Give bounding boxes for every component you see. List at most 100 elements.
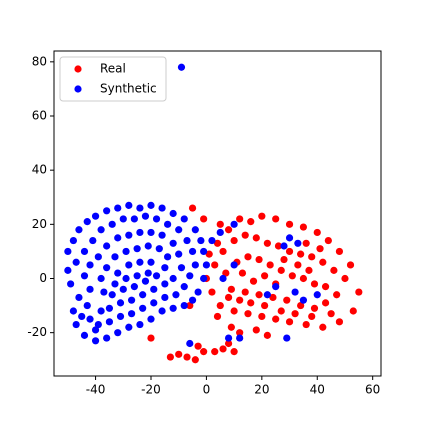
point	[164, 220, 172, 228]
point	[321, 283, 330, 291]
y-tick-label: 80	[32, 54, 47, 68]
point	[186, 339, 194, 348]
point	[261, 301, 269, 310]
point	[64, 247, 72, 256]
point	[200, 348, 208, 356]
point	[180, 215, 188, 223]
point	[200, 215, 208, 223]
point	[313, 291, 321, 299]
point	[211, 261, 219, 269]
point	[319, 323, 327, 331]
point	[122, 274, 130, 283]
point	[272, 315, 280, 323]
point	[103, 242, 111, 250]
point	[69, 307, 77, 315]
point	[310, 304, 319, 312]
point	[103, 264, 111, 272]
point	[161, 280, 169, 288]
point	[139, 291, 147, 299]
point	[175, 226, 183, 234]
point	[255, 291, 263, 299]
y-tick-label: 40	[32, 163, 47, 177]
point	[219, 345, 227, 353]
point	[177, 264, 186, 272]
point	[111, 253, 119, 261]
point	[166, 353, 174, 361]
point	[188, 204, 197, 212]
point	[150, 299, 158, 307]
point	[186, 301, 194, 310]
point	[227, 323, 235, 331]
y-tick-label: 20	[32, 217, 47, 231]
point	[252, 234, 260, 242]
point	[277, 266, 285, 274]
point	[302, 239, 310, 247]
point	[172, 291, 180, 299]
point	[94, 320, 102, 329]
point	[75, 226, 83, 234]
point	[261, 272, 269, 280]
point	[136, 228, 144, 237]
legend-marker	[74, 65, 82, 73]
point	[236, 215, 244, 223]
point	[177, 63, 186, 71]
point	[136, 258, 144, 266]
point	[255, 255, 263, 264]
axes-frame	[53, 50, 382, 377]
point	[213, 239, 222, 247]
point	[130, 283, 138, 291]
point	[94, 253, 102, 261]
point	[310, 280, 319, 288]
point	[297, 301, 305, 310]
point	[266, 261, 274, 269]
point	[327, 310, 335, 318]
point	[211, 348, 219, 356]
point	[297, 250, 305, 258]
point	[103, 207, 111, 215]
point	[119, 215, 127, 223]
plot-area	[64, 63, 363, 364]
point	[263, 331, 271, 339]
point	[230, 348, 238, 356]
point	[194, 288, 202, 296]
point	[236, 329, 244, 337]
point	[283, 296, 291, 304]
point	[103, 334, 111, 342]
point	[169, 209, 177, 218]
x-tick-label: 0	[203, 383, 211, 397]
point	[158, 204, 166, 212]
point	[152, 215, 161, 223]
point	[161, 293, 169, 302]
point	[216, 220, 224, 228]
point	[216, 301, 224, 310]
point	[147, 258, 155, 266]
point	[247, 299, 255, 307]
point	[114, 269, 122, 277]
point	[89, 236, 97, 245]
point	[280, 242, 288, 250]
point	[285, 234, 294, 242]
point	[285, 247, 294, 256]
point	[247, 218, 255, 226]
point	[122, 247, 130, 256]
point	[224, 226, 233, 234]
point	[294, 239, 302, 247]
point	[83, 218, 91, 226]
x-tick-label: 40	[310, 383, 325, 397]
point	[308, 312, 316, 321]
point	[241, 288, 249, 296]
point	[227, 285, 235, 293]
point	[230, 261, 238, 269]
point	[285, 318, 294, 326]
point	[224, 339, 233, 348]
point	[114, 329, 122, 337]
legend-label: Synthetic	[100, 82, 157, 96]
point	[144, 269, 152, 277]
point	[299, 274, 308, 283]
point	[86, 285, 94, 293]
x-tick-label: 60	[365, 383, 380, 397]
point	[67, 280, 75, 288]
point	[78, 312, 86, 321]
point	[341, 274, 349, 283]
point	[91, 337, 100, 345]
